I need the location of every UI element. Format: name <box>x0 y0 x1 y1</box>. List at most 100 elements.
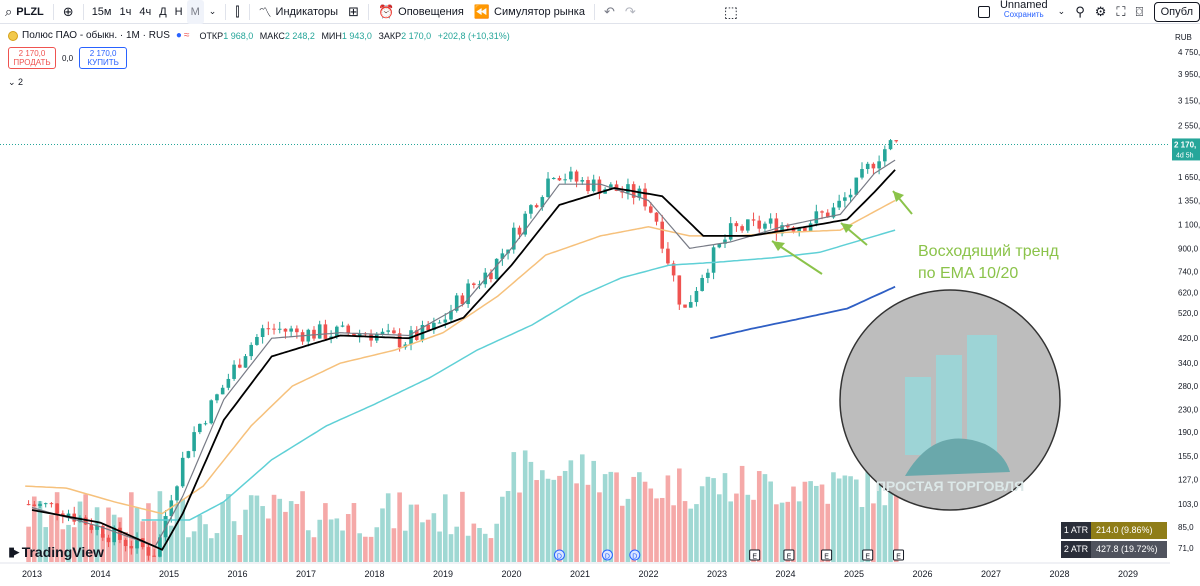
chart-type-button[interactable]: ⫿ <box>230 0 244 24</box>
interval-dropdown[interactable]: ⌄ <box>204 0 222 24</box>
symbol-title[interactable]: Полюс ПАО - обыкн. · 1М · RUS <box>22 30 170 41</box>
candle-body <box>711 247 716 273</box>
compare-button[interactable]: ⊕ <box>58 0 79 24</box>
volume-bar <box>345 514 351 562</box>
price-tick-label: 740,0 <box>1178 267 1199 276</box>
volume-bar <box>26 526 31 562</box>
price-tick-label: 420,0 <box>1178 334 1199 343</box>
redo-button[interactable]: ↷ <box>620 0 641 24</box>
candle-body <box>123 539 128 547</box>
candle-body <box>848 194 853 198</box>
candle-body <box>683 304 687 308</box>
interval-4[interactable]: Н <box>174 5 183 18</box>
buy-button[interactable]: 2 170,0 КУПИТЬ <box>79 47 128 69</box>
layout-name-button[interactable]: Unnamed Сохранить <box>995 0 1053 24</box>
atr-2-value: 427.8 (19.72%) <box>1091 541 1167 558</box>
volume-bar <box>288 501 294 562</box>
fullscreen-button[interactable]: ⛶ <box>1111 0 1130 24</box>
event-marker-label: D <box>557 554 562 561</box>
volume-bar <box>762 474 768 562</box>
time-tick-label: 2027 <box>981 569 1001 579</box>
indicator-templates-button[interactable]: ⊞ <box>343 0 364 24</box>
fullscreen-icon: ⛶ <box>1116 3 1126 19</box>
interval-3[interactable]: Д <box>159 5 167 18</box>
volume-bar <box>859 507 865 562</box>
arrow-head <box>772 241 785 251</box>
settings-button[interactable]: ⚙ <box>1090 0 1112 24</box>
volume-bar <box>631 476 636 562</box>
volume-bar <box>774 504 779 562</box>
layout-dropdown[interactable]: ⌄ <box>1053 0 1071 24</box>
volume-bar <box>848 476 853 562</box>
candle-body <box>494 258 499 280</box>
candle-body <box>569 171 573 180</box>
interval-5[interactable]: М <box>186 0 204 24</box>
indicator-dot-icon[interactable]: ● <box>175 30 182 41</box>
volume-bar <box>414 504 420 562</box>
selection-box-icon: ⬚ <box>723 3 738 21</box>
wave-icon[interactable]: ≈ <box>183 30 190 41</box>
ema-blue-line <box>710 285 896 340</box>
snapshot-button[interactable]: ⌼ <box>1130 0 1148 24</box>
candle-body <box>272 328 276 330</box>
volume-bar <box>500 496 505 562</box>
volume-bar <box>802 481 808 562</box>
candle-body <box>546 178 550 198</box>
indicators-collapse-button[interactable]: ⌄ 2 <box>8 77 24 87</box>
candle-body <box>648 206 653 213</box>
volume-bar <box>888 470 893 562</box>
volume-bar <box>271 494 277 562</box>
volume-bar <box>106 507 111 562</box>
volume-bar <box>266 518 271 562</box>
volume-bar <box>431 513 437 562</box>
time-tick-label: 2018 <box>364 569 384 579</box>
alerts-button[interactable]: ⏰ Оповещения <box>373 0 469 24</box>
replay-button[interactable]: ⏪ Симулятор рынка <box>469 0 590 24</box>
volume-bar <box>408 504 414 562</box>
volume-bar <box>328 519 334 562</box>
price-axis[interactable]: RUB 4 750, 3 950, 3 150, 2 550, 1 650, 1 350, 1… <box>1170 24 1200 562</box>
divider <box>225 3 227 20</box>
price-tick-label: 71,0 <box>1178 544 1194 553</box>
volume-bar <box>340 530 345 562</box>
indicators-button[interactable]: 〽 Индикаторы <box>254 0 344 24</box>
candle-body <box>671 263 676 276</box>
time-tick-label: 2022 <box>638 569 658 579</box>
gear-icon: ⚙ <box>1094 3 1107 19</box>
volume-bar <box>853 479 859 562</box>
interval-0[interactable]: 15м <box>91 5 112 18</box>
volume-bar <box>836 478 842 562</box>
interval-1[interactable]: 1ч <box>119 5 132 18</box>
open-value: 1 968,0 <box>223 30 254 41</box>
sell-button[interactable]: 2 170,0 ПРОДАТЬ <box>8 47 56 69</box>
time-tick-label: 2013 <box>22 569 42 579</box>
volume-bar <box>397 492 402 562</box>
candle-body <box>734 223 739 227</box>
candle-body <box>706 272 710 278</box>
volume-bar <box>648 488 654 562</box>
publish-button[interactable]: Опубл <box>1153 2 1200 22</box>
candle-body <box>837 200 841 208</box>
candle-body <box>66 513 71 517</box>
volume-bar <box>842 475 848 562</box>
divider <box>248 3 250 20</box>
candle-body <box>129 546 134 549</box>
fullscreen-select-button[interactable]: ⬚ <box>719 0 743 24</box>
symbol-search[interactable]: ⌕ PLZL <box>0 0 49 24</box>
layout-checkbox[interactable] <box>973 0 995 24</box>
candle-body <box>825 212 830 218</box>
arrow-head <box>841 223 853 233</box>
tradingview-logo[interactable]: ▮▸ TradingView <box>8 544 104 560</box>
quick-search-button[interactable]: ⚲ <box>1070 0 1090 24</box>
time-axis[interactable]: 2013 2014 2015 2016 2017 2018 2019 2020 2021 2022… <box>0 562 1170 579</box>
price-chart[interactable]: ПРОСТАЯ ТОРГОВЛЯ Восходящий тренд по EMA… <box>0 24 1200 586</box>
candle-body <box>517 227 522 235</box>
undo-button[interactable]: ↶ <box>599 0 620 24</box>
volume-bar <box>168 525 174 562</box>
last-price-badge <box>1172 138 1200 161</box>
candle-body <box>591 179 596 192</box>
volume-bar <box>323 503 328 562</box>
undo-icon: ↶ <box>603 3 615 19</box>
volume-bar <box>363 536 368 562</box>
interval-2[interactable]: 4ч <box>139 5 152 18</box>
